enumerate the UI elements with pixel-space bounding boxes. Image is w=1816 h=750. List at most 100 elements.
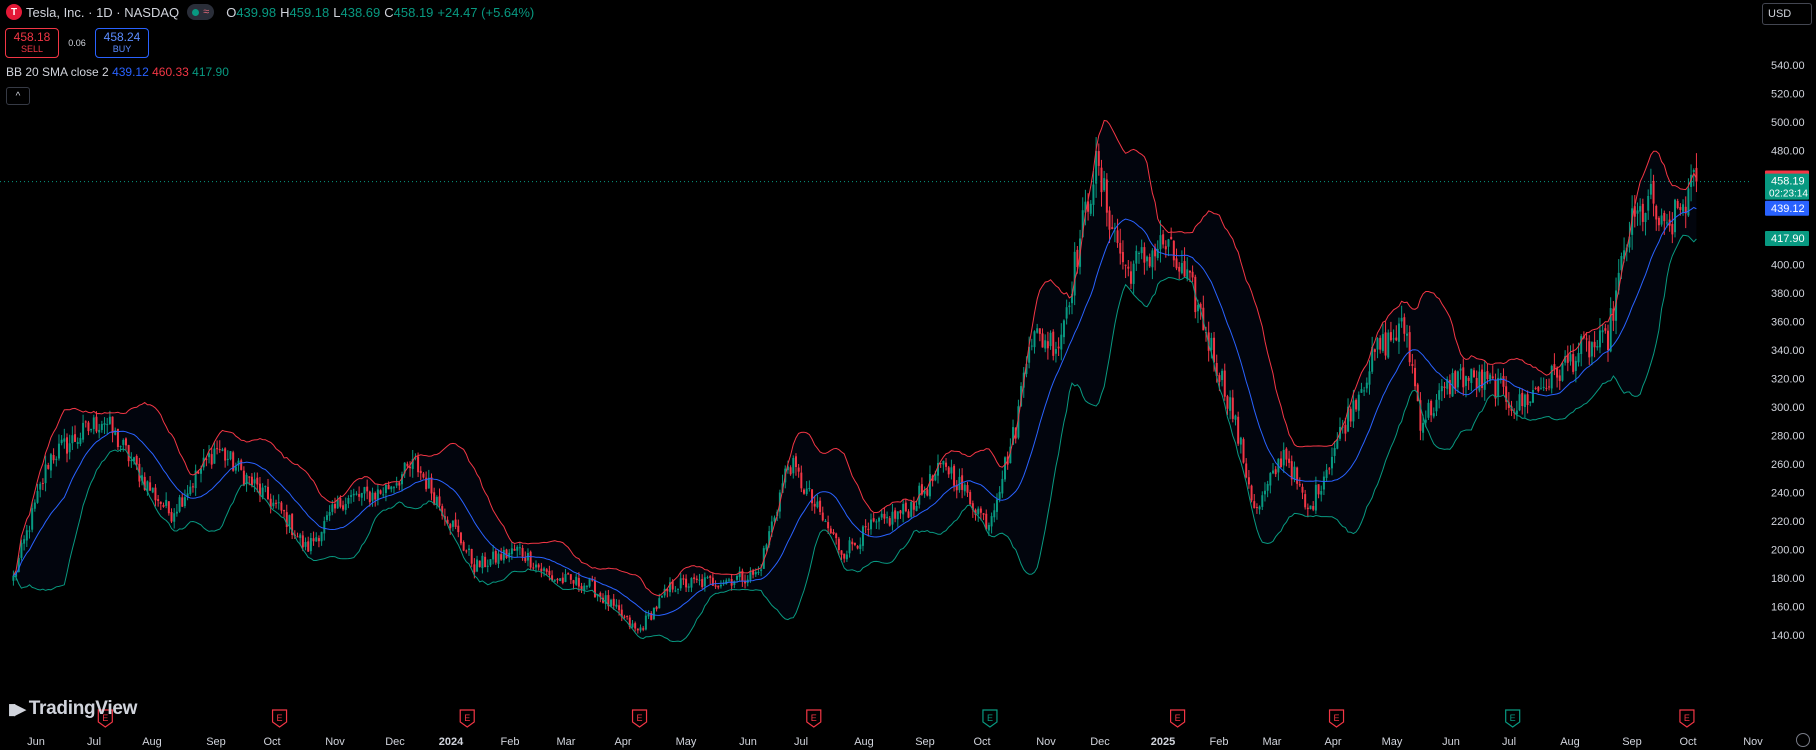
candle[interactable] bbox=[738, 571, 741, 578]
candle[interactable] bbox=[928, 474, 931, 497]
tesla-logo-icon[interactable]: T bbox=[6, 4, 22, 20]
candle[interactable] bbox=[23, 539, 26, 544]
candle[interactable] bbox=[1481, 369, 1484, 388]
candle[interactable] bbox=[583, 585, 586, 591]
candle[interactable] bbox=[245, 474, 248, 485]
candle[interactable] bbox=[1041, 333, 1044, 348]
candle[interactable] bbox=[98, 429, 101, 433]
candle[interactable] bbox=[1296, 467, 1299, 484]
candle[interactable] bbox=[1020, 386, 1023, 407]
candle[interactable] bbox=[1609, 308, 1612, 352]
candle[interactable] bbox=[902, 504, 905, 515]
candle[interactable] bbox=[325, 515, 328, 520]
candle[interactable] bbox=[234, 466, 237, 471]
candle[interactable] bbox=[1148, 257, 1151, 267]
candle[interactable] bbox=[312, 538, 315, 542]
candle[interactable] bbox=[417, 456, 420, 473]
candle[interactable] bbox=[1556, 368, 1559, 378]
candle[interactable] bbox=[634, 623, 637, 629]
candle[interactable] bbox=[856, 545, 859, 549]
candle[interactable] bbox=[1593, 341, 1596, 348]
candle[interactable] bbox=[1285, 448, 1288, 460]
candle[interactable] bbox=[347, 497, 350, 504]
candle[interactable] bbox=[382, 494, 385, 496]
candle[interactable] bbox=[1336, 438, 1339, 449]
candle[interactable] bbox=[1183, 261, 1186, 277]
candle[interactable] bbox=[577, 577, 580, 587]
candle[interactable] bbox=[867, 528, 870, 530]
candle[interactable] bbox=[899, 510, 902, 514]
candle[interactable] bbox=[446, 519, 449, 524]
candle[interactable] bbox=[1676, 200, 1679, 208]
candle[interactable] bbox=[762, 548, 765, 569]
candle[interactable] bbox=[620, 609, 623, 617]
candle[interactable] bbox=[1459, 368, 1462, 371]
candle[interactable] bbox=[677, 588, 680, 590]
candle[interactable] bbox=[1371, 346, 1374, 372]
candle[interactable] bbox=[1590, 342, 1593, 357]
candle[interactable] bbox=[1266, 483, 1269, 491]
candle[interactable] bbox=[1317, 484, 1320, 495]
candle[interactable] bbox=[888, 518, 891, 526]
candle[interactable] bbox=[1636, 210, 1639, 214]
candle[interactable] bbox=[719, 584, 722, 587]
candle[interactable] bbox=[1505, 386, 1508, 402]
candle[interactable] bbox=[861, 526, 864, 546]
candle[interactable] bbox=[1376, 338, 1379, 350]
candle[interactable] bbox=[87, 422, 90, 432]
candle[interactable] bbox=[1607, 330, 1610, 351]
candle[interactable] bbox=[216, 448, 219, 450]
candle[interactable] bbox=[1615, 290, 1618, 321]
candle[interactable] bbox=[1352, 400, 1355, 422]
candle[interactable] bbox=[660, 595, 663, 598]
candle[interactable] bbox=[17, 557, 20, 572]
candle[interactable] bbox=[923, 490, 926, 494]
candle[interactable] bbox=[1596, 346, 1599, 348]
candle[interactable] bbox=[588, 578, 591, 587]
candle[interactable] bbox=[1456, 371, 1459, 388]
candle[interactable] bbox=[146, 481, 149, 492]
candle[interactable] bbox=[773, 517, 776, 522]
candle[interactable] bbox=[122, 439, 125, 445]
candle[interactable] bbox=[821, 512, 824, 521]
candle[interactable] bbox=[114, 430, 117, 435]
candle[interactable] bbox=[835, 533, 838, 539]
candle[interactable] bbox=[894, 510, 897, 519]
candle[interactable] bbox=[1491, 376, 1494, 379]
candle[interactable] bbox=[1424, 419, 1427, 423]
candle[interactable] bbox=[1282, 449, 1285, 466]
candle[interactable] bbox=[1127, 266, 1130, 269]
candle[interactable] bbox=[492, 551, 495, 560]
candle[interactable] bbox=[355, 493, 358, 495]
candle[interactable] bbox=[44, 464, 47, 484]
candle[interactable] bbox=[1585, 338, 1588, 340]
candle[interactable] bbox=[1154, 247, 1157, 257]
candle[interactable] bbox=[1242, 439, 1245, 463]
candle[interactable] bbox=[350, 495, 353, 497]
candle[interactable] bbox=[1033, 331, 1036, 348]
earnings-marker-icon[interactable] bbox=[1505, 709, 1521, 728]
candle[interactable] bbox=[1245, 463, 1248, 478]
candle[interactable] bbox=[486, 565, 489, 567]
candle[interactable] bbox=[1531, 389, 1534, 403]
candle[interactable] bbox=[939, 462, 942, 464]
candle[interactable] bbox=[108, 416, 111, 424]
candle[interactable] bbox=[39, 483, 42, 490]
collapse-legend-button[interactable]: ^ bbox=[6, 87, 30, 105]
candle[interactable] bbox=[593, 580, 596, 598]
candle[interactable] bbox=[937, 462, 940, 476]
candle[interactable] bbox=[1215, 363, 1218, 377]
candle[interactable] bbox=[165, 499, 168, 506]
candle[interactable] bbox=[599, 592, 602, 598]
candle[interactable] bbox=[1542, 386, 1545, 388]
candle[interactable] bbox=[411, 459, 414, 469]
candle[interactable] bbox=[639, 627, 642, 631]
candle[interactable] bbox=[1620, 256, 1623, 271]
candle[interactable] bbox=[1044, 340, 1047, 349]
candle[interactable] bbox=[1146, 256, 1149, 262]
candle[interactable] bbox=[317, 538, 320, 542]
candle[interactable] bbox=[1671, 224, 1674, 235]
candle[interactable] bbox=[401, 474, 404, 485]
candle[interactable] bbox=[111, 416, 114, 434]
candle[interactable] bbox=[250, 476, 253, 486]
